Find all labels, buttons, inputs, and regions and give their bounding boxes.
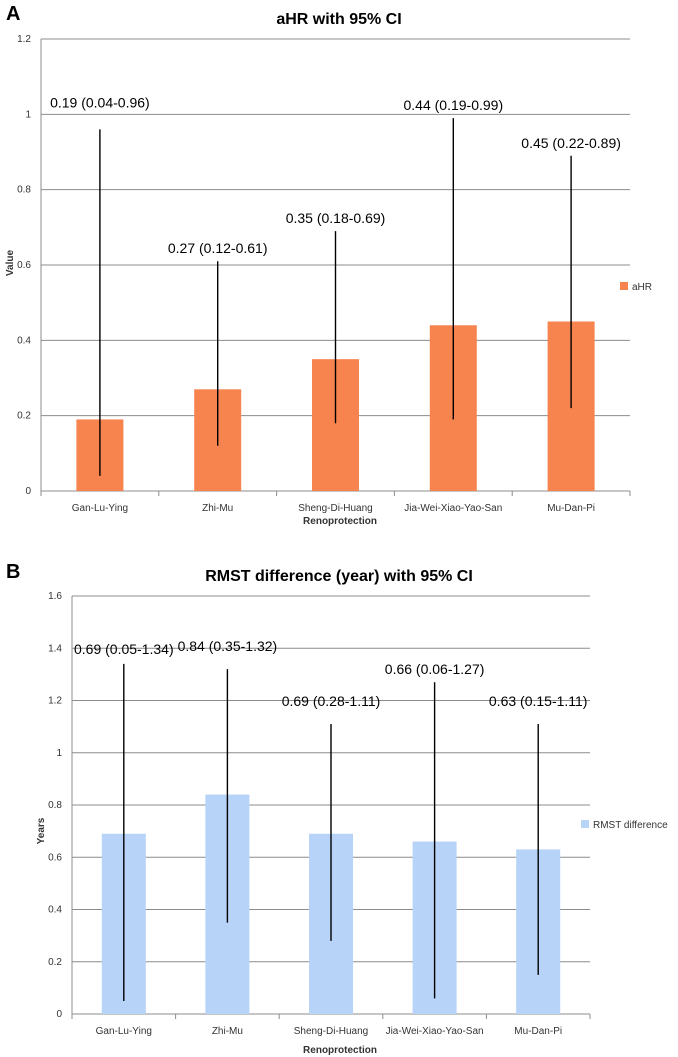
y-tick-label: 0.6 <box>17 260 31 271</box>
data-label: 0.45 (0.22-0.89) <box>521 135 621 151</box>
category-label: Gan-Lu-Ying <box>72 503 128 514</box>
category-label: Gan-Lu-Ying <box>96 1026 152 1037</box>
category-label: Sheng-Di-Huang <box>298 503 373 514</box>
category-label: Jia-Wei-Xiao-Yao-San <box>386 1026 484 1037</box>
data-label: 0.63 (0.15-1.11) <box>489 693 588 709</box>
legend-label: aHR <box>632 282 652 293</box>
y-tick-label: 0.4 <box>48 905 62 916</box>
chart-panel-a: A aHR with 95% CI Renoprotection Value a… <box>0 0 678 528</box>
chart-title: aHR with 95% CI <box>276 11 401 28</box>
data-label: 0.69 (0.05-1.34) <box>74 641 174 657</box>
category-label: Sheng-Di-Huang <box>294 1026 369 1037</box>
data-label: 0.84 (0.35-1.32) <box>178 638 278 654</box>
y-tick-label: 0.8 <box>17 185 31 196</box>
y-tick-label: 0.2 <box>17 411 31 422</box>
legend-swatch <box>581 820 589 828</box>
y-tick-label: 0.6 <box>48 852 62 863</box>
data-label: 0.27 (0.12-0.61) <box>168 240 268 256</box>
x-axis-label: Renoprotection <box>303 516 377 527</box>
y-tick-label: 1.2 <box>48 696 62 707</box>
y-tick-label: 1 <box>56 748 62 759</box>
y-tick-label: 0 <box>56 1009 62 1020</box>
y-tick-label: 0 <box>25 486 31 497</box>
data-label: 0.44 (0.19-0.99) <box>403 97 503 113</box>
y-axis-label: Value <box>5 250 16 277</box>
y-tick-label: 1.2 <box>17 34 31 45</box>
category-label: Zhi-Mu <box>202 503 233 514</box>
data-label: 0.66 (0.06-1.27) <box>385 661 485 677</box>
y-tick-label: 1.4 <box>48 643 62 654</box>
legend-label: RMST difference <box>593 820 668 831</box>
data-label: 0.69 (0.28-1.11) <box>282 693 381 709</box>
category-label: Jia-Wei-Xiao-Yao-San <box>404 503 502 514</box>
chart-b-svg: B RMST difference (year) with 95% CI Ren… <box>6 561 668 1056</box>
panel-letter-b: B <box>6 561 20 583</box>
category-label: Zhi-Mu <box>212 1026 243 1037</box>
y-tick-label: 1 <box>25 109 31 120</box>
chart-title: RMST difference (year) with 95% CI <box>205 568 473 585</box>
y-tick-label: 1.6 <box>48 591 62 602</box>
chart-a-svg: A aHR with 95% CI Renoprotection Value a… <box>5 3 652 527</box>
data-label: 0.19 (0.04-0.96) <box>50 94 150 110</box>
x-axis-label: Renoprotection <box>303 1045 377 1056</box>
y-tick-label: 0.8 <box>48 800 62 811</box>
y-tick-label: 0.4 <box>17 335 31 346</box>
category-label: Mu-Dan-Pi <box>514 1026 562 1037</box>
legend-swatch <box>620 282 628 290</box>
panel-letter-a: A <box>6 3 20 25</box>
category-label: Mu-Dan-Pi <box>547 503 595 514</box>
chart-panel-b: B RMST difference (year) with 95% CI Ren… <box>0 528 678 1057</box>
y-tick-label: 0.2 <box>48 957 62 968</box>
data-label: 0.35 (0.18-0.69) <box>286 210 386 226</box>
y-axis-label: Years <box>36 817 47 844</box>
